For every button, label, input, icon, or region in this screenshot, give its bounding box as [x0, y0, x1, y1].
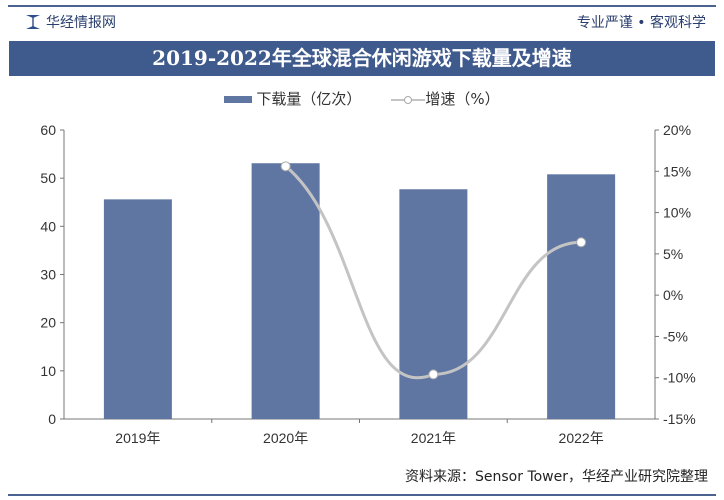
legend-bar-label: 下载量（亿次） [256, 90, 362, 108]
growth-point [428, 369, 439, 380]
x-tick-label: 2021年 [411, 430, 456, 446]
right-tick-label: 0% [663, 287, 683, 303]
brand-name: 华经情报网 [46, 15, 116, 31]
bar-swatch-icon [224, 96, 253, 103]
right-tick-label: 10% [663, 205, 691, 221]
right-tick-label: -10% [663, 370, 696, 386]
legend-bar: 下载量（亿次） [224, 88, 361, 109]
x-tick-label: 2020年 [263, 430, 308, 446]
right-tick-label: -15% [663, 411, 696, 427]
left-tick-label: 60 [40, 122, 56, 138]
bar-2022年 [547, 174, 616, 419]
right-tick-label: 5% [663, 246, 683, 262]
left-tick-label: 30 [40, 267, 56, 283]
source-note: 资料来源：Sensor Tower，华经产业研究院整理 [405, 469, 708, 485]
growth-point [280, 161, 291, 172]
right-tick-label: 20% [663, 122, 691, 138]
x-tick-label: 2019年 [115, 430, 160, 446]
left-tick-label: 0 [48, 411, 56, 427]
chart-title: 2019-2022年全球混合休闲游戏下载量及增速 [9, 41, 715, 76]
bar-2021年 [399, 189, 468, 419]
legend: 下载量（亿次） 增速（%） [0, 88, 724, 109]
x-tick-label: 2022年 [559, 430, 604, 446]
growth-point [576, 237, 587, 248]
left-tick-label: 40 [40, 218, 56, 234]
brand: 华经情报网 [26, 12, 116, 32]
top-divider [8, 5, 716, 7]
line-swatch-icon [391, 95, 426, 104]
bar-2020年 [251, 163, 320, 419]
left-tick-label: 20 [40, 315, 56, 331]
bar-2019年 [103, 199, 172, 419]
right-tick-label: -5% [663, 328, 688, 344]
left-tick-label: 50 [40, 170, 56, 186]
legend-line: 增速（%） [391, 88, 500, 109]
left-tick-label: 10 [40, 363, 56, 379]
bottom-divider [8, 494, 716, 496]
legend-line-label: 增速（%） [425, 90, 500, 108]
slogan: 专业严谨 • 客观科学 [576, 15, 706, 31]
right-tick-label: 15% [663, 163, 691, 179]
